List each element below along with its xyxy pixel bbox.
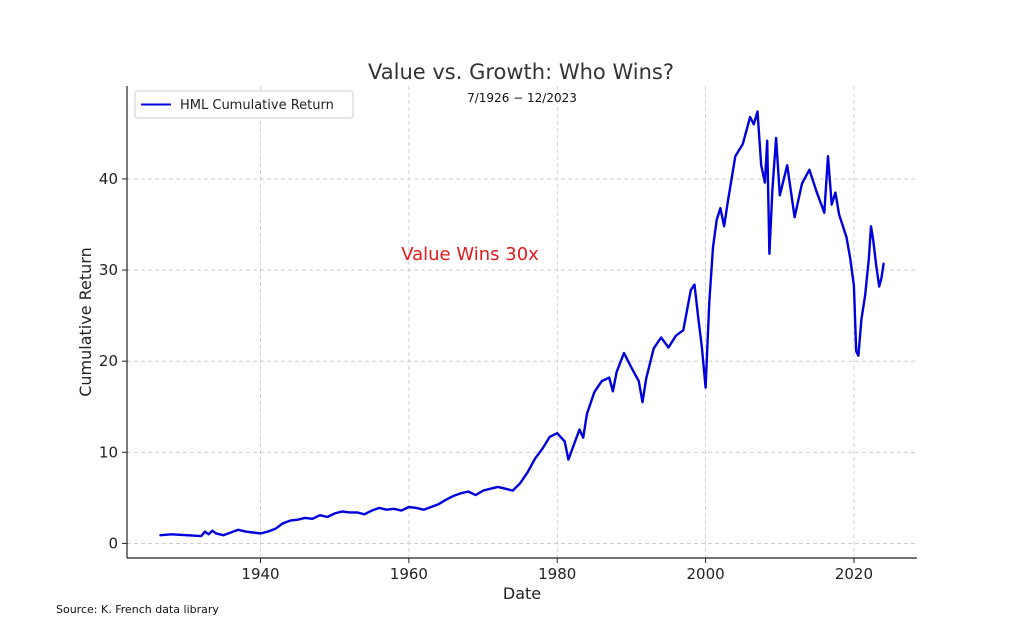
series-line bbox=[159, 110, 885, 538]
x-tick-label: 1960 bbox=[390, 565, 428, 583]
y-tick-label: 30 bbox=[99, 261, 118, 279]
x-tick-label: 2000 bbox=[686, 565, 724, 583]
y-tick-label: 40 bbox=[99, 170, 118, 188]
grid bbox=[127, 86, 917, 558]
source-note: Source: K. French data library bbox=[56, 603, 219, 616]
chart-annotation: Value Wins 30x bbox=[401, 244, 539, 265]
x-axis-label: Date bbox=[503, 584, 541, 603]
y-tick-label: 0 bbox=[108, 534, 118, 552]
x-tick-label: 1940 bbox=[241, 565, 279, 583]
y-tick-label: 10 bbox=[99, 443, 118, 461]
plot-lines bbox=[159, 110, 885, 538]
legend-label: HML Cumulative Return bbox=[180, 98, 334, 113]
chart-title: Value vs. Growth: Who Wins? bbox=[368, 60, 674, 84]
legend-box bbox=[134, 90, 354, 119]
y-tick-label: 20 bbox=[99, 352, 118, 370]
chart-subtitle: 7/1926 − 12/2023 bbox=[467, 91, 577, 105]
x-tick-label: 2020 bbox=[835, 565, 873, 583]
y-axis-label: Cumulative Return bbox=[76, 247, 95, 397]
ticks: 1940 1960 1980 2000 2020 0 10 20 30 40 bbox=[99, 86, 917, 583]
legend: HML Cumulative Return bbox=[134, 90, 354, 119]
x-tick-label: 1980 bbox=[538, 565, 576, 583]
